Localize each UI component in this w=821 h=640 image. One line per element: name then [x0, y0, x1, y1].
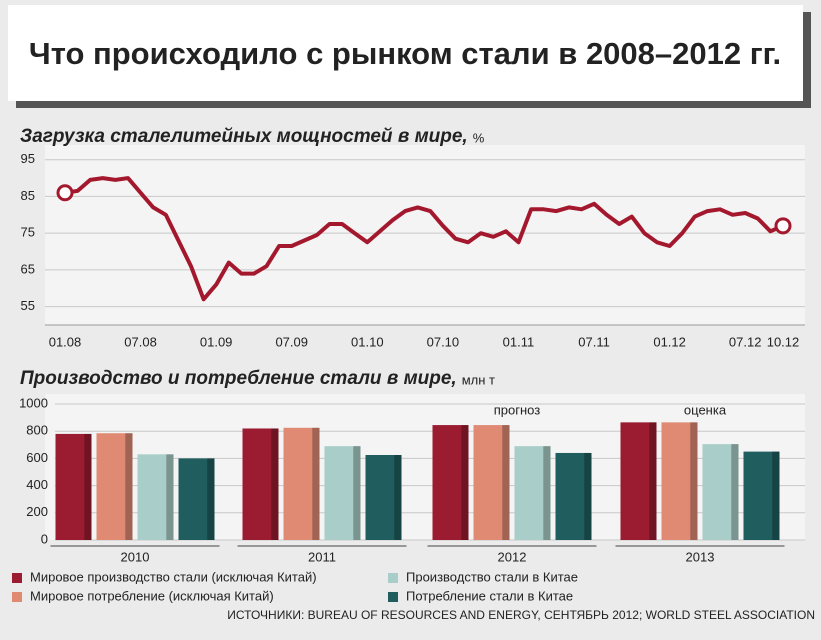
bar-shade [353, 446, 361, 540]
bar [743, 451, 780, 540]
bar [702, 444, 739, 540]
page-title: Что происходило с рынком стали в 2008–20… [29, 36, 781, 71]
bar-shade [772, 451, 780, 540]
bar-shade [731, 444, 739, 540]
bar [178, 458, 215, 540]
x-tick-label: 07.08 [124, 334, 157, 349]
x-tick-label: 2011 [308, 549, 336, 564]
x-tick-label: 07.11 [578, 334, 610, 349]
y-tick-label: 85 [21, 188, 35, 203]
x-tick-label: 07.12 [729, 334, 762, 349]
bar [242, 428, 279, 540]
legend-label: Мировое потребление (исключая Китай) [30, 588, 274, 603]
bar [514, 446, 551, 540]
bar-shade [394, 455, 402, 540]
legend-swatch [388, 573, 398, 583]
bar-shade [543, 446, 551, 540]
bar-shade [502, 425, 510, 540]
x-tick-label: 2013 [686, 549, 715, 564]
bar-shade [690, 422, 698, 540]
bar [473, 425, 510, 540]
bar-shade [312, 427, 320, 540]
y-tick-label: 400 [26, 477, 48, 492]
y-tick-label: 200 [26, 504, 48, 519]
x-tick-label: 01.11 [503, 334, 535, 349]
bar-shade [461, 425, 469, 540]
end-marker [56, 184, 74, 202]
chart-title: Загрузка сталелитейных мощностей в мире, [20, 126, 468, 147]
x-tick-label: 01.12 [653, 334, 686, 349]
legend-label: Производство стали в Китае [406, 569, 578, 584]
bar-shade [84, 433, 92, 540]
y-tick-label: 1000 [19, 395, 48, 410]
bar [432, 425, 469, 540]
bar-shade [584, 452, 592, 540]
bar-shade [649, 422, 657, 540]
annotation: оценка [684, 402, 727, 417]
legend-label: Мировое производство стали (исключая Кит… [30, 569, 317, 584]
y-tick-label: 95 [21, 151, 35, 166]
unit: млн т [462, 372, 495, 387]
y-tick-label: 65 [21, 261, 35, 276]
bar-shade [125, 433, 133, 540]
title-box [8, 5, 803, 101]
end-marker [774, 217, 792, 235]
y-tick-label: 600 [26, 450, 48, 465]
x-tick-label: 01.09 [200, 334, 233, 349]
bar [324, 446, 361, 540]
y-tick-label: 800 [26, 423, 48, 438]
annotation: прогноз [494, 402, 541, 417]
bar [137, 454, 174, 540]
x-tick-label: 01.08 [49, 334, 82, 349]
x-tick-label: 2012 [498, 549, 527, 564]
bar [283, 427, 320, 540]
x-tick-label: 07.10 [427, 334, 460, 349]
chart-title: Производство и потребление стали в мире, [20, 368, 457, 389]
legend-swatch [12, 592, 22, 602]
x-tick-label: 01.10 [351, 334, 384, 349]
bar [620, 422, 657, 540]
bar-shade [271, 428, 279, 540]
unit: % [473, 130, 485, 145]
x-tick-label: 07.09 [275, 334, 308, 349]
legend-swatch [388, 592, 398, 602]
y-tick-label: 55 [21, 298, 35, 313]
y-tick-label: 75 [21, 225, 35, 240]
legend-label: Потребление стали в Китае [406, 588, 573, 603]
bar [661, 422, 698, 540]
bar [96, 433, 133, 540]
bar-shade [166, 454, 174, 540]
legend-swatch [12, 573, 22, 583]
bar [55, 433, 92, 540]
plot-area [45, 145, 805, 325]
bar [365, 455, 402, 540]
x-tick-label: 2010 [121, 549, 150, 564]
x-tick-label: 10.12 [767, 334, 800, 349]
line [64, 176, 784, 302]
bar [555, 452, 592, 540]
bar-shade [207, 458, 215, 540]
y-tick-label: 0 [41, 531, 48, 546]
source: ИСТОЧНИКИ: BUREAU OF RESOURCES AND ENERG… [227, 608, 815, 622]
